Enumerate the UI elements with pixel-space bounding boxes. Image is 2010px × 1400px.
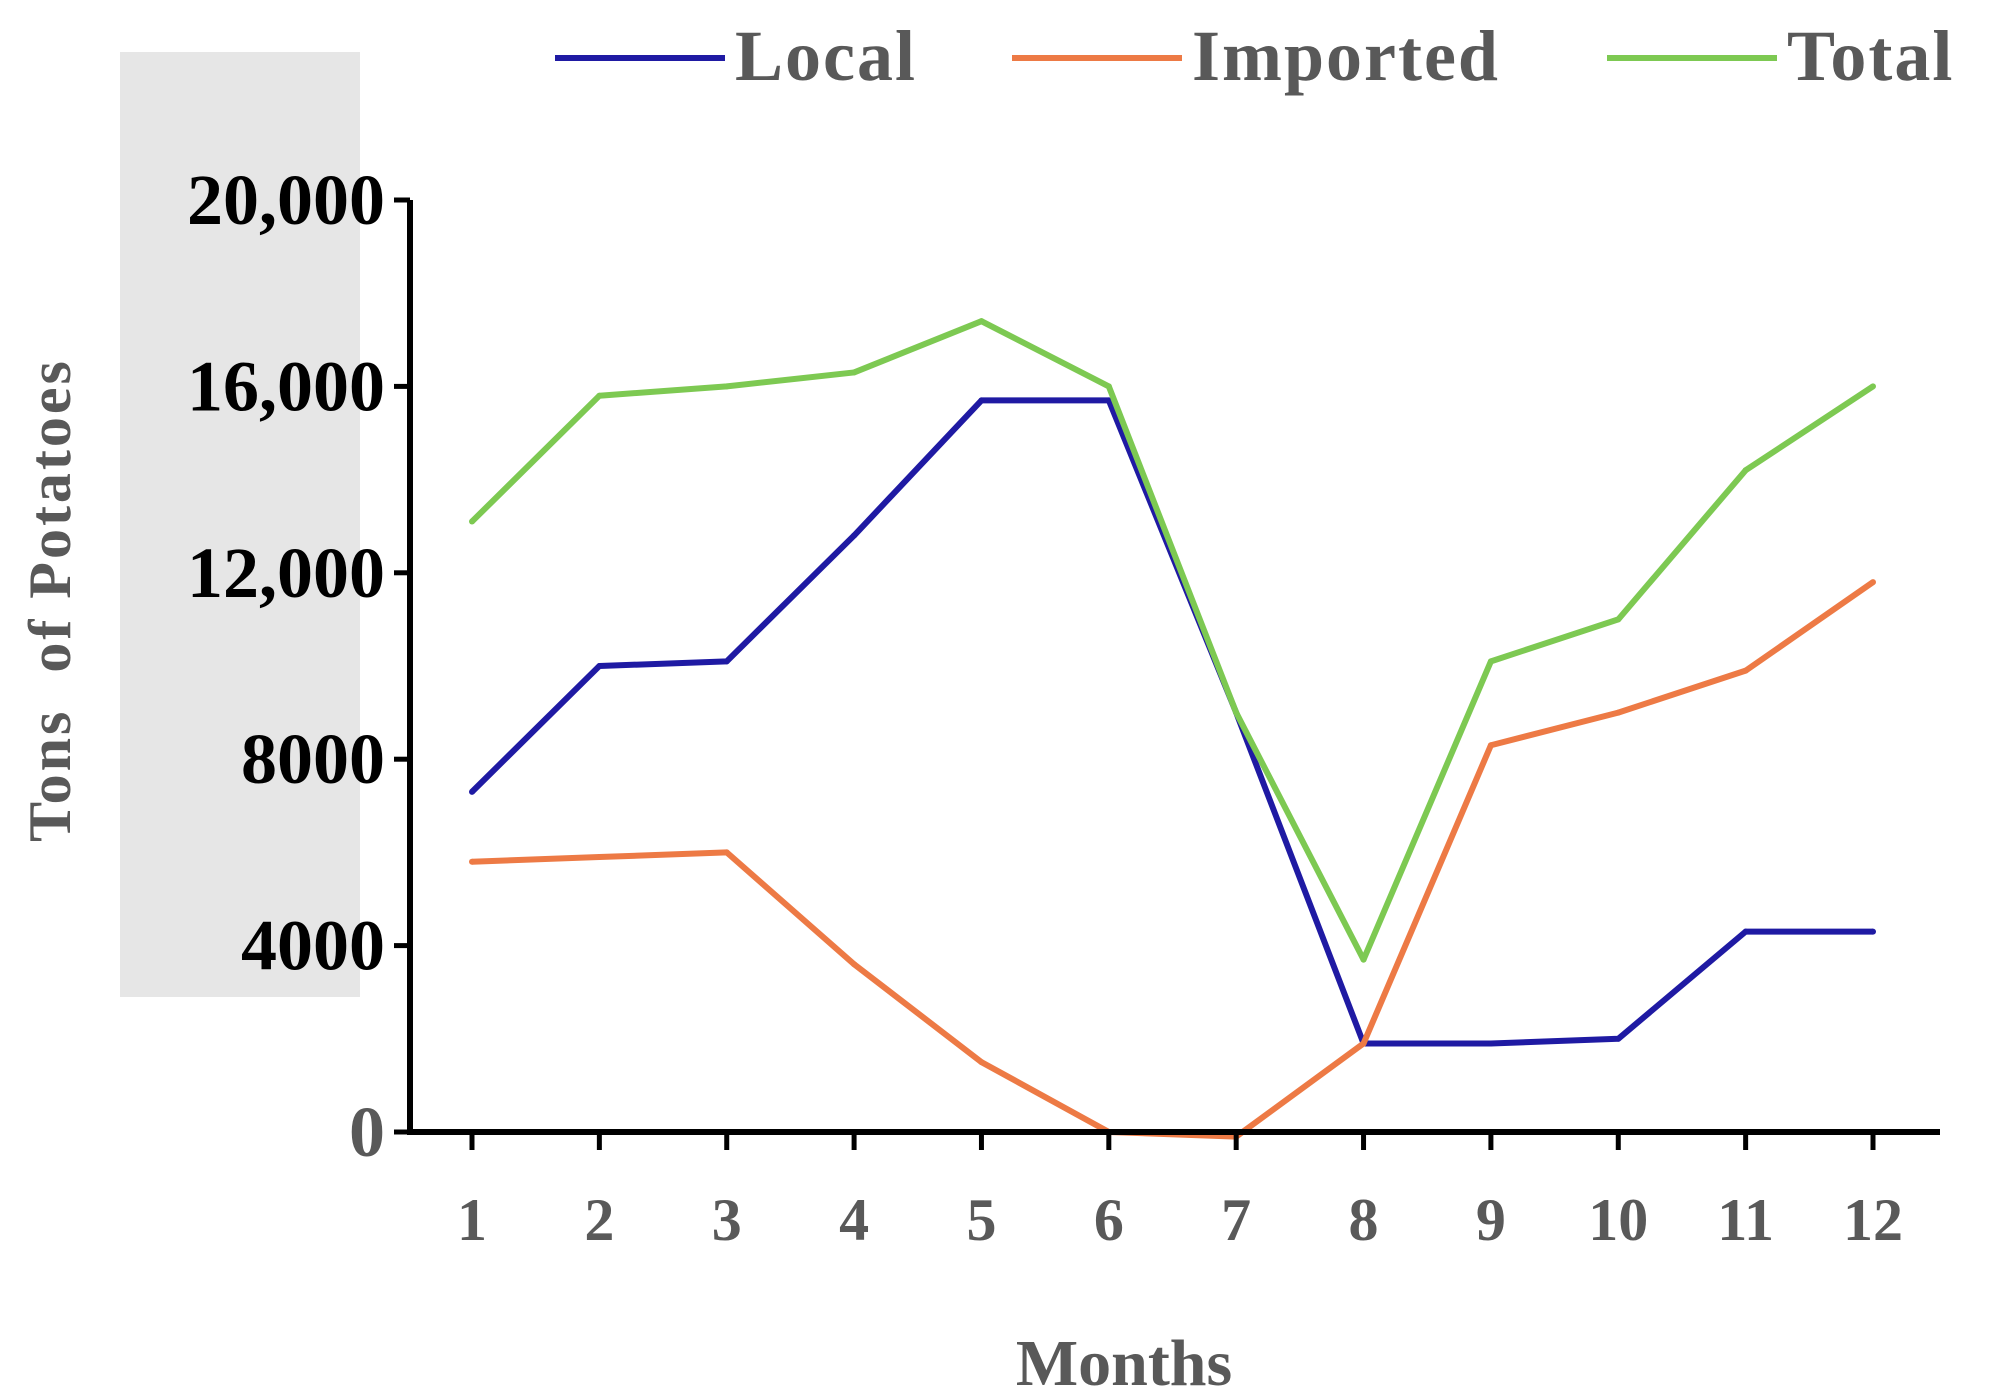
- data-point-total: [978, 318, 985, 325]
- legend-label-imported: Imported: [1192, 16, 1500, 96]
- data-point-total: [1105, 383, 1112, 390]
- data-point-imported: [1742, 667, 1749, 674]
- data-point-local: [469, 788, 475, 795]
- x-tick-label: 11: [1717, 1187, 1774, 1253]
- x-tick-label: 8: [1349, 1187, 1379, 1253]
- data-point-imported: [1487, 742, 1494, 749]
- y-tick-label: 16,000: [187, 346, 385, 426]
- data-point-local: [723, 658, 730, 665]
- data-point-imported: [723, 849, 730, 856]
- data-point-total: [723, 383, 730, 390]
- x-tick-label: 7: [1221, 1187, 1251, 1253]
- data-point-imported: [596, 854, 603, 861]
- y-axis-title: Tons of Potatoes: [17, 358, 83, 842]
- x-tick-label: 12: [1843, 1187, 1903, 1253]
- data-point-total: [851, 369, 858, 376]
- y-axis-background: [120, 52, 360, 997]
- data-point-imported: [1360, 1040, 1367, 1047]
- y-ticks: 0 4000 8000 12,000 16,000 20,000: [187, 160, 410, 1172]
- data-point-total: [469, 518, 475, 525]
- data-point-local: [1742, 928, 1749, 935]
- x-tick-label: 5: [966, 1187, 996, 1253]
- data-point-imported: [469, 858, 475, 865]
- data-point-total: [1233, 709, 1240, 716]
- x-tick-label: 3: [712, 1187, 742, 1253]
- data-point-imported: [978, 1059, 985, 1066]
- data-point-local: [1105, 397, 1112, 404]
- series-layer: [469, 318, 1876, 1140]
- data-point-imported: [1615, 709, 1622, 716]
- x-axis-title: Months: [1016, 1327, 1232, 1400]
- series-line-total: [469, 318, 1875, 963]
- data-point-imported: [1870, 579, 1876, 586]
- legend-label-total: Total: [1787, 16, 1954, 96]
- data-point-total: [1360, 956, 1367, 963]
- data-point-local: [596, 663, 603, 669]
- data-point-imported: [851, 961, 858, 968]
- data-point-total: [1742, 467, 1749, 474]
- x-tick-label: 6: [1094, 1187, 1124, 1253]
- data-point-local: [1615, 1035, 1622, 1042]
- data-point-total: [596, 392, 603, 399]
- data-point-local: [1870, 928, 1876, 935]
- legend: Local Imported Total: [555, 16, 1954, 96]
- y-tick-label: 12,000: [187, 533, 385, 613]
- y-tick-label: 8000: [241, 719, 385, 799]
- x-tick-label: 1: [457, 1187, 487, 1253]
- data-point-local: [851, 532, 858, 539]
- data-point-total: [1615, 616, 1622, 623]
- x-tick-label: 4: [839, 1187, 869, 1253]
- x-tick-label: 10: [1588, 1187, 1648, 1253]
- data-point-total: [1870, 383, 1876, 390]
- x-tick-label: 9: [1476, 1187, 1506, 1253]
- data-point-local: [978, 397, 985, 404]
- legend-label-local: Local: [735, 16, 917, 96]
- series-line-local: [469, 397, 1873, 1047]
- x-tick-label: 2: [584, 1187, 614, 1253]
- data-point-total: [1487, 658, 1494, 665]
- y-tick-label: 0: [349, 1092, 385, 1172]
- y-tick-label: 20,000: [187, 160, 385, 240]
- x-ticks: 1 2 3 4 5 6 7 8 9 10 11 12: [457, 1132, 1903, 1253]
- data-point-local: [1487, 1040, 1494, 1047]
- y-tick-label: 4000: [241, 906, 385, 986]
